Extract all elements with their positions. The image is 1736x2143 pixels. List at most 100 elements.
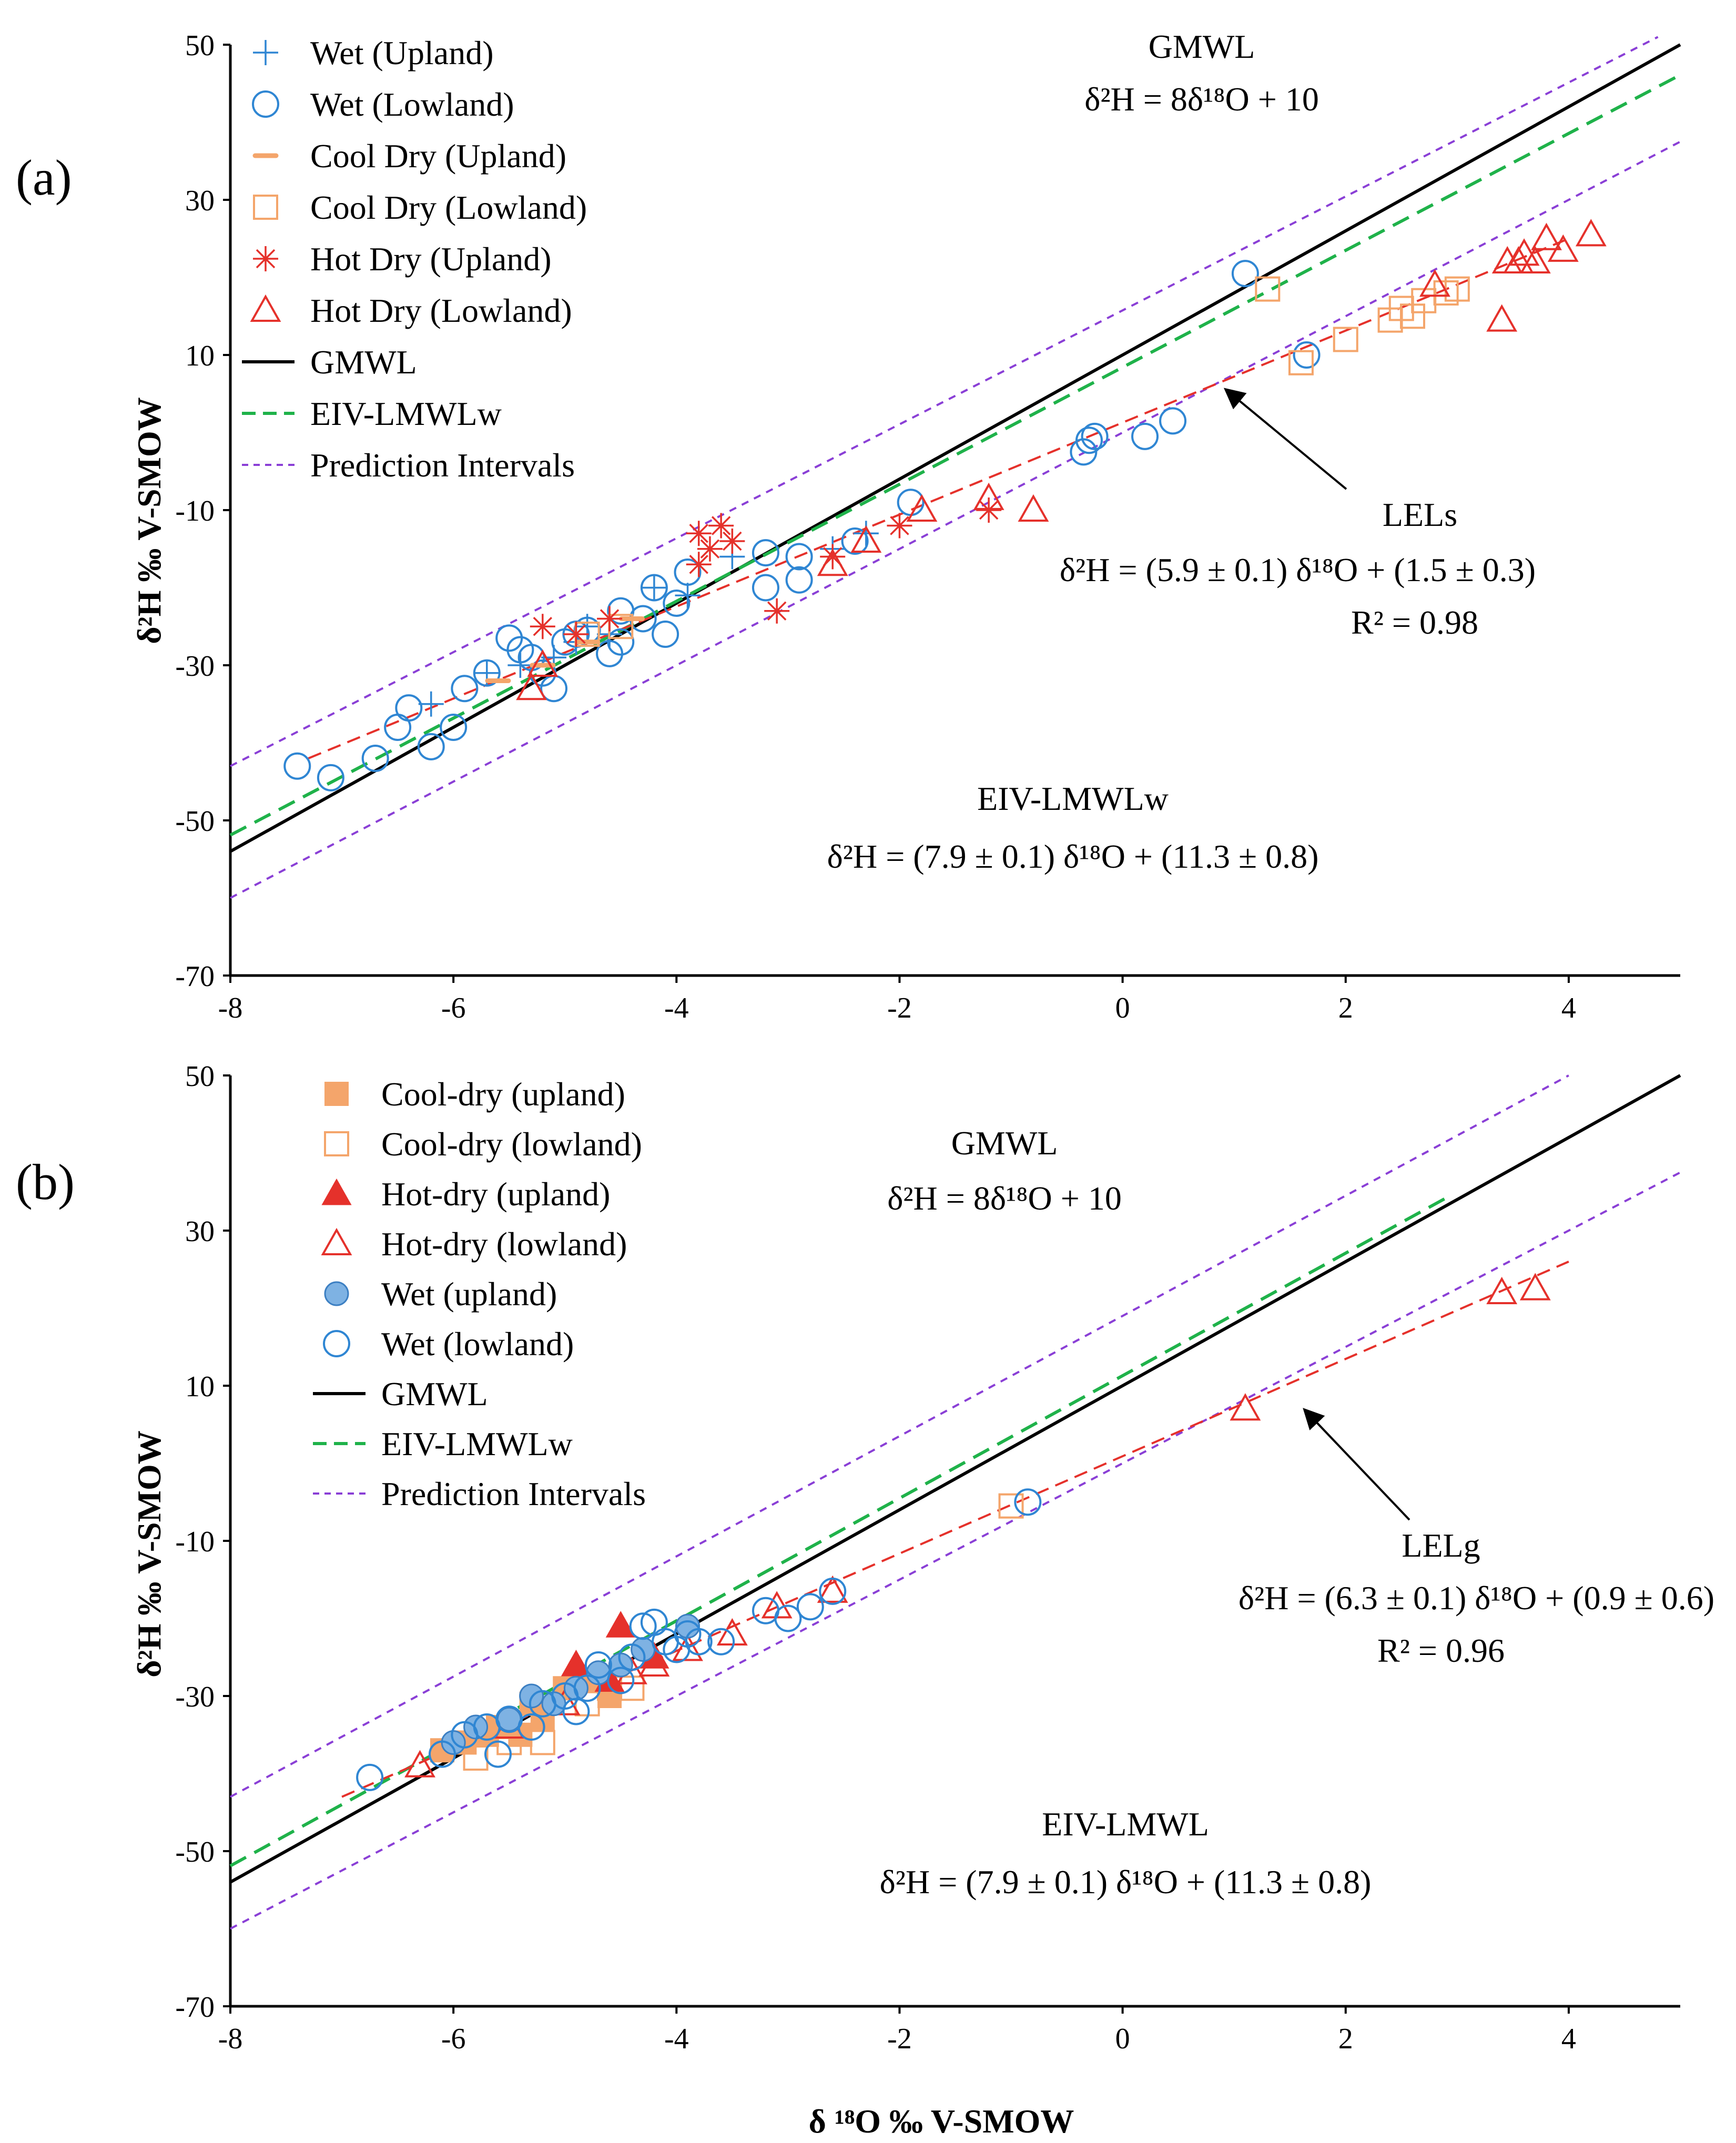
hot_low-point xyxy=(1419,269,1450,297)
hot_up-point xyxy=(605,1611,636,1638)
legend-swatch-wet_up xyxy=(324,1281,349,1306)
wet_low-point xyxy=(674,558,702,586)
legend-label-hot_low: Hot Dry (Lowland) xyxy=(310,292,572,329)
x-tick-label: -4 xyxy=(664,992,689,1024)
wet_low-point xyxy=(752,574,779,602)
y-axis-title-b: δ²H ‰ V-SMOW xyxy=(130,1430,168,1678)
hot_up-point xyxy=(563,622,589,647)
cool_low-point xyxy=(1255,276,1281,302)
hot_low-point xyxy=(1519,1273,1551,1301)
wet_low-point xyxy=(685,1628,713,1656)
hot_low-point xyxy=(716,1618,748,1646)
wet_low-point xyxy=(752,539,779,567)
x-tick-label: -2 xyxy=(887,2023,912,2055)
legend-label-cool_low: Cool-dry (lowland) xyxy=(381,1125,642,1163)
axes-b: 50 30 10 -10 -30 -50 -70-8 -6 -4 -2 0 2 4 xyxy=(175,1060,1680,2055)
hot_up-point xyxy=(976,497,1002,523)
legend-label-gmwl: GMWL xyxy=(310,343,417,381)
panel-label-b: (b) xyxy=(16,1154,75,1210)
lel-equation-b: δ²H = (6.3 ± 0.1) δ¹⁸O + (0.9 ± 0.6) xyxy=(1238,1579,1714,1617)
legend-label-pi: Prediction Intervals xyxy=(310,446,575,484)
hot_up-point xyxy=(686,521,712,546)
legend-label-eiv: EIV-LMWLw xyxy=(381,1425,573,1462)
legend-b: Cool-dry (upland) Cool-dry (lowland) Hot-d… xyxy=(313,1075,646,1512)
legend-swatch-cool_low xyxy=(253,195,278,220)
legend-swatch-hot_up xyxy=(253,246,278,271)
wet_low-point xyxy=(607,1667,635,1694)
hot_low-point xyxy=(817,549,848,576)
y-tick-label: -30 xyxy=(175,1681,215,1713)
data-points-b xyxy=(356,1273,1551,1791)
hot_low-point xyxy=(404,1750,435,1778)
axes-a: 50 30 10 -10 -30 -50 -70-8 -6 -4 -2 0 2 4 xyxy=(175,29,1680,1024)
y-tick-label: 50 xyxy=(185,1060,215,1093)
legend-swatch-cool_low xyxy=(324,1131,349,1156)
legend-label-hot_up: Hot-dry (upland) xyxy=(381,1175,610,1213)
x-tick-label: -2 xyxy=(887,992,912,1024)
wet_low-point xyxy=(428,1740,456,1768)
wet_low-point xyxy=(774,1604,802,1632)
trend-lines-a xyxy=(229,36,1681,899)
lel-r2-b: R² = 0.96 xyxy=(1377,1632,1505,1669)
wet_low-point xyxy=(584,1651,612,1679)
wet_low-point xyxy=(1293,341,1321,369)
hot_low-point xyxy=(817,1575,848,1603)
y-tick-label: -70 xyxy=(175,1991,215,2024)
wet_low-point xyxy=(395,694,423,722)
x-tick-label: 2 xyxy=(1338,992,1353,1024)
x-tick-label: 0 xyxy=(1115,2023,1130,2055)
hot_up-point xyxy=(597,606,623,632)
wet_low-point xyxy=(283,752,311,780)
y-tick-label: 10 xyxy=(185,1370,215,1403)
hot_low-point xyxy=(516,673,547,700)
wet_low-point xyxy=(573,1674,601,1702)
gmwl-title-b: GMWL xyxy=(951,1124,1058,1162)
legend-label-pi: Prediction Intervals xyxy=(381,1475,646,1512)
hot_low-point xyxy=(1531,222,1562,250)
x-tick-label: -4 xyxy=(664,2023,689,2055)
wet_low-point xyxy=(618,1643,646,1671)
cool_low-point xyxy=(1288,350,1314,375)
wet_low-point xyxy=(629,1612,657,1640)
legend-label-wet_low: Wet (Lowland) xyxy=(310,86,514,123)
eiv-title-a: EIV-LMWLw xyxy=(977,780,1169,817)
y-axis-title-a: δ²H ‰ V-SMOW xyxy=(130,397,168,644)
y-tick-label: -70 xyxy=(175,960,215,993)
wet_low-point xyxy=(484,1740,512,1768)
wet_low-point xyxy=(1131,422,1159,450)
gmwl-title-a: GMWL xyxy=(1149,28,1255,65)
wet_low-point xyxy=(517,1713,545,1741)
legend-swatch-cool_up xyxy=(324,1082,349,1106)
wet_low-point xyxy=(1231,260,1259,288)
lel-arrow-b xyxy=(1303,1408,1410,1521)
x-tick-label: 4 xyxy=(1561,2023,1576,2055)
wet_low-point xyxy=(841,527,869,555)
gmwl-equation-b: δ²H = 8δ¹⁸O + 10 xyxy=(887,1180,1122,1217)
legend-swatch-hot_low xyxy=(250,294,281,322)
hot_up-point xyxy=(561,1649,592,1677)
legend-a: Wet (Upland) Wet (Lowland) Cool Dry (Uplan… xyxy=(242,34,587,484)
x-tick-label: -6 xyxy=(441,2023,466,2055)
wet_low-point xyxy=(796,1593,824,1621)
legend-label-hot_low: Hot-dry (lowland) xyxy=(381,1225,627,1263)
hot_low-point xyxy=(1486,304,1518,332)
hot_low-point xyxy=(973,482,1004,510)
wet_up-point xyxy=(418,691,444,717)
legend-label-hot_up: Hot Dry (Upland) xyxy=(310,240,552,278)
hot_low-point xyxy=(1519,246,1551,273)
y-tick-label: -10 xyxy=(175,495,215,527)
y-tick-label: 30 xyxy=(185,1215,215,1248)
gmwl-equation-a: δ²H = 8δ¹⁸O + 10 xyxy=(1084,80,1319,118)
wet_low-point xyxy=(317,764,344,791)
hot_up-point xyxy=(764,598,790,624)
hot_low-point xyxy=(1547,234,1579,262)
wet_low-point xyxy=(1159,407,1187,435)
legend-swatch-wet_up xyxy=(253,40,278,65)
wet_low-point xyxy=(473,659,501,687)
lel-r2-a: R² = 0.98 xyxy=(1351,604,1478,641)
x-tick-label: -6 xyxy=(441,992,466,1024)
panel-b: (b) δ²H ‰ V-SMOW 50 30 10 -10 -30 -50 -70-8 -6 -… xyxy=(16,1060,1714,2140)
y-tick-label: -50 xyxy=(175,1836,215,1868)
hot_low-point xyxy=(1230,1393,1261,1421)
hot_up-point xyxy=(697,536,723,562)
